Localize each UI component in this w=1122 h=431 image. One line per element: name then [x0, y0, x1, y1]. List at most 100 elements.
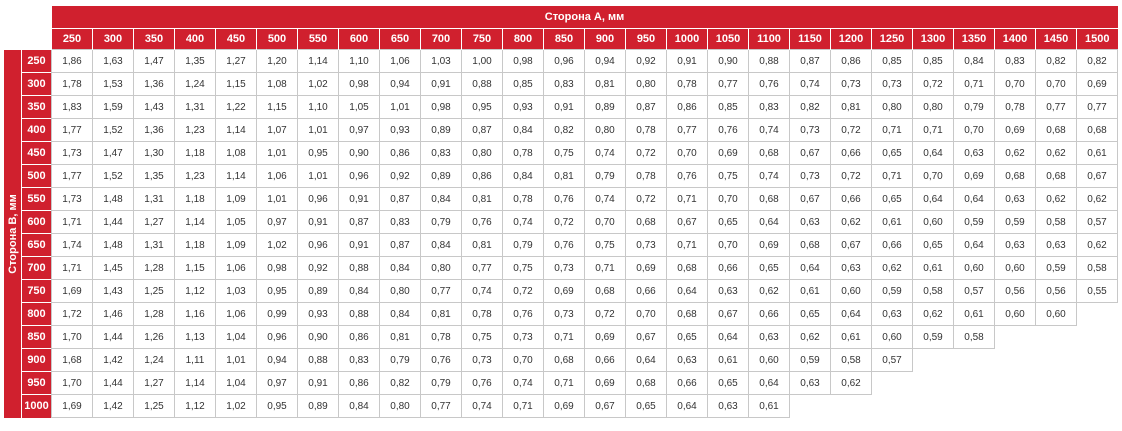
table-cell: 0,58	[1035, 210, 1077, 234]
table-cell: 0,82	[379, 371, 421, 395]
table-cell: 0,76	[748, 72, 790, 96]
side-b-title-text: Сторона В, мм	[6, 193, 19, 274]
table-cell: 0,60	[871, 325, 913, 349]
table-cell: 0,83	[994, 49, 1036, 73]
table-cell: 1,25	[133, 279, 175, 303]
table-cell: 1,23	[174, 164, 216, 188]
table-cell: 0,79	[379, 348, 421, 372]
table-cell: 0,91	[297, 210, 339, 234]
table-cell: 0,61	[953, 302, 995, 326]
table-cell: 0,63	[830, 256, 872, 280]
table-cell: 0,85	[871, 49, 913, 73]
table-cell: 0,78	[461, 302, 503, 326]
table-row: 650 1,74 1,48 1,31 1,18 1,09 1,02 0,96 0,91 0,87 0…	[4, 233, 1118, 257]
table-cell: 0,89	[420, 118, 462, 142]
table-cell: 1,12	[174, 279, 216, 303]
table-cell: 1,77	[51, 164, 93, 188]
table-cell: 1,05	[215, 210, 257, 234]
table-cell: 1,73	[51, 141, 93, 165]
table-cell: 0,66	[871, 233, 913, 257]
table-cell: 0,81	[543, 164, 585, 188]
table-row: 350 1,83 1,59 1,43 1,31 1,22 1,15 1,10 1,05 1,01 0…	[4, 95, 1118, 119]
table-cell: 0,95	[256, 279, 298, 303]
table-cell: 0,82	[789, 95, 831, 119]
table-cell: 0,72	[584, 302, 626, 326]
table-cell: 0,98	[256, 256, 298, 280]
table-cell: 0,82	[1035, 49, 1077, 73]
table-cell: 1,44	[92, 210, 134, 234]
table-cell: 0,66	[830, 187, 872, 211]
empty-cell	[994, 348, 1036, 372]
table-cell: 0,84	[338, 279, 380, 303]
row-header: 900	[21, 348, 52, 372]
table-cell: 0,87	[461, 118, 503, 142]
table-cell: 1,30	[133, 141, 175, 165]
table-cell: 0,73	[625, 233, 667, 257]
table-cell: 0,68	[789, 233, 831, 257]
table-cell: 0,64	[707, 325, 749, 349]
table-cell: 0,97	[256, 371, 298, 395]
table-row: 450 1,73 1,47 1,30 1,18 1,08 1,01 0,95 0,90 0,86 0…	[4, 141, 1118, 165]
empty-cell	[994, 325, 1036, 349]
column-header: 1450	[1035, 28, 1077, 50]
table-cell: 0,67	[584, 394, 626, 418]
column-header: 1000	[666, 28, 708, 50]
table-cell: 0,88	[338, 302, 380, 326]
table-cell: 0,76	[502, 302, 544, 326]
table-cell: 0,66	[830, 141, 872, 165]
table-cell: 1,03	[215, 279, 257, 303]
table-cell: 0,71	[871, 164, 913, 188]
table-cell: 0,65	[625, 394, 667, 418]
column-header: 1150	[789, 28, 831, 50]
table-cell: 1,78	[51, 72, 93, 96]
table-cell: 0,65	[707, 210, 749, 234]
table-cell: 1,73	[51, 187, 93, 211]
table-cell: 0,79	[502, 233, 544, 257]
table-cell: 1,28	[133, 302, 175, 326]
table-cell: 0,76	[666, 164, 708, 188]
row-header: 750	[21, 279, 52, 303]
table-cell: 0,88	[461, 72, 503, 96]
table-cell: 0,83	[748, 95, 790, 119]
table-cell: 0,62	[1076, 233, 1118, 257]
table-cell: 0,74	[461, 394, 503, 418]
table-cell: 0,91	[420, 72, 462, 96]
table-cell: 0,99	[256, 302, 298, 326]
table-cell: 0,60	[748, 348, 790, 372]
empty-cell	[912, 371, 954, 395]
table-cell: 1,83	[51, 95, 93, 119]
table-cell: 0,73	[871, 72, 913, 96]
table-cell: 1,86	[51, 49, 93, 73]
table-cell: 1,48	[92, 187, 134, 211]
table-cell: 0,72	[625, 141, 667, 165]
table-cell: 1,11	[174, 348, 216, 372]
table-cell: 1,01	[256, 187, 298, 211]
column-header: 650	[379, 28, 421, 50]
corner-blank	[4, 6, 22, 29]
empty-cell	[1076, 394, 1118, 418]
table-cell: 1,48	[92, 233, 134, 257]
table-cell: 0,66	[666, 371, 708, 395]
table-cell: 0,75	[707, 164, 749, 188]
table-cell: 0,62	[994, 141, 1036, 165]
table-cell: 1,18	[174, 233, 216, 257]
table-cell: 1,18	[174, 141, 216, 165]
table-cell: 1,06	[379, 49, 421, 73]
table-cell: 0,69	[994, 118, 1036, 142]
table-cell: 0,59	[953, 210, 995, 234]
table-cell: 0,91	[543, 95, 585, 119]
table-cell: 1,20	[256, 49, 298, 73]
empty-cell	[912, 394, 954, 418]
column-header: 600	[338, 28, 380, 50]
table-cell: 0,68	[748, 141, 790, 165]
column-header: 1350	[953, 28, 995, 50]
table-cell: 0,83	[379, 210, 421, 234]
table-cell: 1,36	[133, 72, 175, 96]
table-cell: 0,68	[625, 210, 667, 234]
table-cell: 0,67	[707, 302, 749, 326]
table-cell: 1,15	[215, 72, 257, 96]
table-cell: 0,65	[912, 233, 954, 257]
column-header: 1300	[912, 28, 954, 50]
table-cell: 1,06	[256, 164, 298, 188]
table-cell: 0,86	[461, 164, 503, 188]
